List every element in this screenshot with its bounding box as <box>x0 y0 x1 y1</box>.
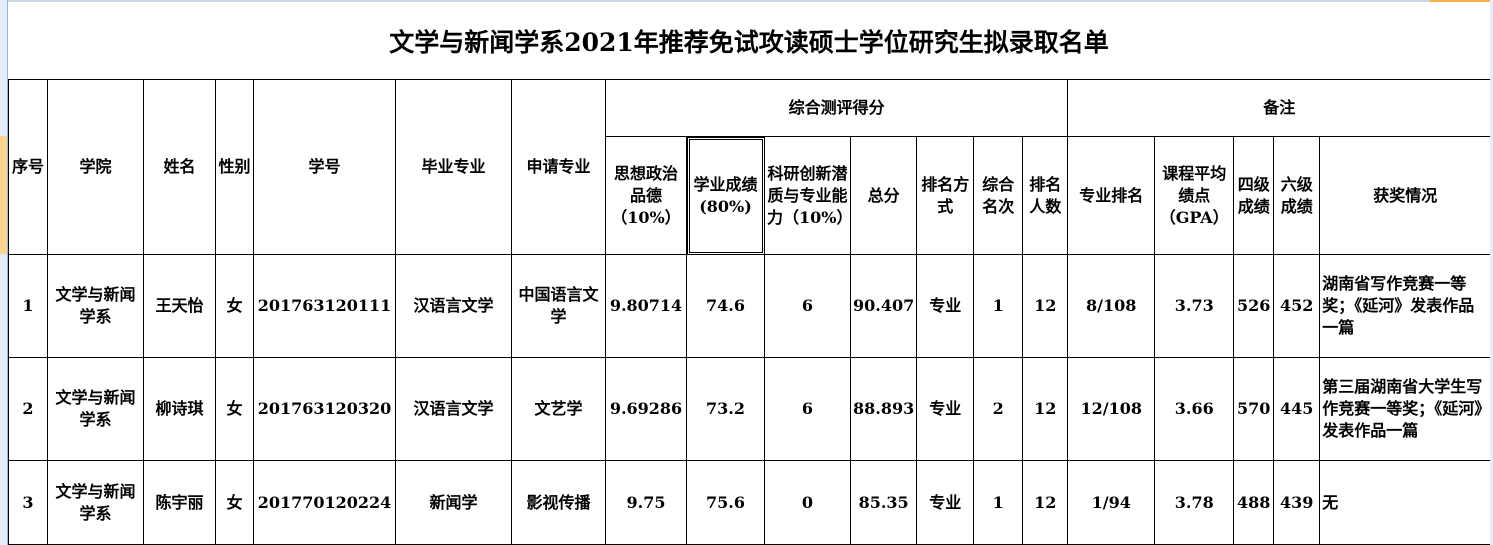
cell-awards[interactable]: 无 <box>1319 460 1492 545</box>
cell-college[interactable]: 文学与新闻学系 <box>47 357 144 461</box>
header-group-notes[interactable]: 备注 <box>1067 79 1492 137</box>
cell-rank-method[interactable]: 专业 <box>916 460 975 545</box>
cell-research[interactable]: 6 <box>764 254 851 358</box>
header-grad-major[interactable]: 毕业专业 <box>395 79 512 255</box>
cell-apply-major[interactable]: 中国语言文学 <box>511 254 606 358</box>
cell-research[interactable]: 0 <box>764 460 851 545</box>
cell-name[interactable]: 柳诗琪 <box>143 357 216 461</box>
cell-seq[interactable]: 3 <box>8 460 48 545</box>
cell-college[interactable]: 文学与新闻学系 <box>47 460 144 545</box>
header-rank-count[interactable]: 排名人数 <box>1022 136 1069 255</box>
cell-awards[interactable]: 第三届湖南省大学生写作竞赛一等奖；《延河》发表作品一篇 <box>1319 357 1492 461</box>
cell-grad-major[interactable]: 汉语言文学 <box>395 254 512 358</box>
cell-cet4[interactable]: 570 <box>1233 357 1275 461</box>
right-edge <box>1490 0 1493 545</box>
admission-table: 序号 学院 姓名 性别 学号 毕业专业 申请专业 综合测评得分 备注 思想政治品… <box>8 79 1492 545</box>
header-overall-rank[interactable]: 综合名次 <box>973 136 1024 255</box>
cell-total[interactable]: 88.893 <box>849 357 918 461</box>
table-row: 1 文学与新闻学系 王天怡 女 201763120111 汉语言文学 中国语言文… <box>8 254 1492 358</box>
cell-gender[interactable]: 女 <box>215 254 254 358</box>
cell-major-rank[interactable]: 1/94 <box>1067 460 1156 545</box>
cell-college[interactable]: 文学与新闻学系 <box>47 254 144 358</box>
header-name[interactable]: 姓名 <box>143 79 216 255</box>
cell-seq[interactable]: 1 <box>8 254 48 358</box>
header-awards[interactable]: 获奖情况 <box>1319 136 1492 255</box>
cell-cet4[interactable]: 488 <box>1233 460 1275 545</box>
cell-gpa[interactable]: 3.78 <box>1154 460 1235 545</box>
cell-rank-count[interactable]: 12 <box>1022 460 1069 545</box>
cell-moral[interactable]: 9.80714 <box>605 254 687 358</box>
cell-academic[interactable]: 75.6 <box>686 460 765 545</box>
cell-total[interactable]: 90.407 <box>849 254 918 358</box>
cell-cet6[interactable]: 439 <box>1273 460 1321 545</box>
cell-total[interactable]: 85.35 <box>849 460 918 545</box>
cell-rank-method[interactable]: 专业 <box>916 254 975 358</box>
cell-rank-count[interactable]: 12 <box>1022 357 1069 461</box>
header-group-score[interactable]: 综合测评得分 <box>604 79 1069 137</box>
cell-rank-method[interactable]: 专业 <box>916 357 975 461</box>
header-academic[interactable]: 学业成绩(80%) <box>686 136 765 255</box>
cell-rank-count[interactable]: 12 <box>1022 254 1069 358</box>
cell-academic[interactable]: 73.2 <box>686 357 765 461</box>
table-row: 2 文学与新闻学系 柳诗琪 女 201763120320 汉语言文学 文艺学 9… <box>8 357 1492 461</box>
header-college[interactable]: 学院 <box>47 79 144 255</box>
cell-apply-major[interactable]: 影视传播 <box>511 460 606 545</box>
cell-name[interactable]: 王天怡 <box>143 254 216 358</box>
cell-gpa[interactable]: 3.73 <box>1154 254 1235 358</box>
header-gpa[interactable]: 课程平均绩点（GPA） <box>1154 136 1235 255</box>
header-major-rank[interactable]: 专业排名 <box>1067 136 1156 255</box>
sheet-title[interactable]: 文学与新闻学系2021年推荐免试攻读硕士学位研究生拟录取名单 <box>389 27 1109 57</box>
cell-student-id[interactable]: 201763120111 <box>253 254 396 358</box>
column-header-strip[interactable] <box>0 0 1493 2</box>
row-header-strip[interactable] <box>0 0 8 545</box>
cell-moral[interactable]: 9.69286 <box>605 357 687 461</box>
cell-cet4[interactable]: 526 <box>1233 254 1275 358</box>
cell-cet6[interactable]: 452 <box>1273 254 1321 358</box>
header-moral[interactable]: 思想政治品德（10%） <box>605 136 687 255</box>
cell-grad-major[interactable]: 新闻学 <box>395 460 512 545</box>
cell-overall-rank[interactable]: 1 <box>973 460 1024 545</box>
cell-name[interactable]: 陈宇丽 <box>143 460 216 545</box>
cell-student-id[interactable]: 201770120224 <box>253 460 396 545</box>
header-student-id[interactable]: 学号 <box>253 79 396 255</box>
cell-moral[interactable]: 9.75 <box>605 460 687 545</box>
header-seq[interactable]: 序号 <box>8 79 48 255</box>
cell-seq[interactable]: 2 <box>8 357 48 461</box>
cell-academic[interactable]: 74.6 <box>686 254 765 358</box>
cell-gender[interactable]: 女 <box>215 460 254 545</box>
cell-overall-rank[interactable]: 2 <box>973 357 1024 461</box>
cell-major-rank[interactable]: 12/108 <box>1067 357 1156 461</box>
cell-awards[interactable]: 湖南省写作竞赛一等奖；《延河》发表作品一篇 <box>1319 254 1492 358</box>
header-research[interactable]: 科研创新潜质与专业能力（10%） <box>764 136 852 255</box>
cell-cet6[interactable]: 445 <box>1273 357 1321 461</box>
cell-gender[interactable]: 女 <box>215 357 254 461</box>
cell-grad-major[interactable]: 汉语言文学 <box>395 357 512 461</box>
table-row: 3 文学与新闻学系 陈宇丽 女 201770120224 新闻学 影视传播 9.… <box>8 460 1492 545</box>
header-gender[interactable]: 性别 <box>215 79 254 255</box>
cell-research[interactable]: 6 <box>764 357 851 461</box>
header-cet4[interactable]: 四级成绩 <box>1233 136 1275 255</box>
cell-apply-major[interactable]: 文艺学 <box>511 357 606 461</box>
cell-overall-rank[interactable]: 1 <box>973 254 1024 358</box>
cell-major-rank[interactable]: 8/108 <box>1067 254 1156 358</box>
cell-student-id[interactable]: 201763120320 <box>253 357 396 461</box>
header-total[interactable]: 总分 <box>849 136 918 255</box>
header-cet6[interactable]: 六级成绩 <box>1273 136 1321 255</box>
header-rank-method[interactable]: 排名方式 <box>916 136 975 255</box>
cell-gpa[interactable]: 3.66 <box>1154 357 1235 461</box>
header-apply-major[interactable]: 申请专业 <box>511 79 606 255</box>
